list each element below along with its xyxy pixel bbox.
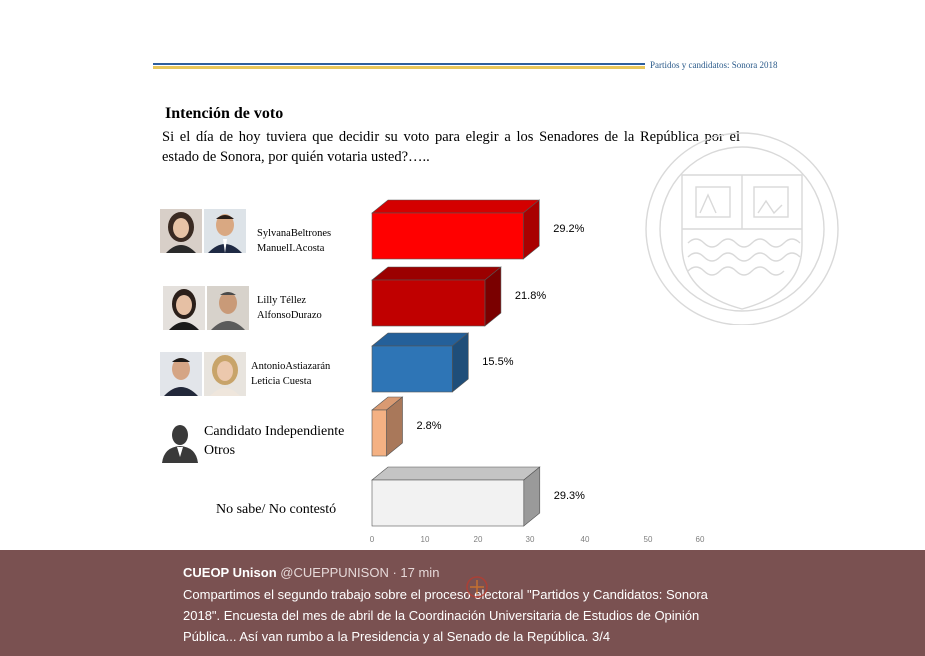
bar-value-label-4: 2.8% (417, 420, 442, 432)
bar-top-2 (371, 266, 502, 281)
tweet-time[interactable]: · 17 min (392, 565, 440, 580)
x-tick-label-0: 0 (370, 535, 375, 544)
bar-value-label-3: 15.5% (482, 356, 513, 368)
tweet-author[interactable]: CUEOP Unison (183, 565, 277, 580)
bar-3 (371, 345, 453, 393)
tweet-handle[interactable]: @CUEPPUNISON (280, 565, 389, 580)
bar-5 (371, 479, 525, 527)
header-title: Partidos y candidatos: Sonora 2018 (650, 60, 778, 70)
candidate-label-2: Lilly Téllez AlfonsoDurazo (257, 295, 322, 321)
photo-lilly-tellez (163, 286, 205, 330)
bar-top-3 (371, 332, 470, 347)
header-rule-gold (153, 66, 645, 69)
candidate-label-3: AntonioAstiazarán Leticia Cuesta (251, 361, 331, 387)
photo-manuel-acosta (204, 209, 246, 253)
x-tick-label-20: 20 (474, 535, 483, 544)
x-tick-label-50: 50 (644, 535, 653, 544)
header-rule-blue (153, 63, 645, 65)
bar-1 (371, 212, 524, 260)
photo-sylvana-beltrones (160, 209, 202, 253)
tweet-logo-icon (466, 576, 488, 598)
question-text: Si el día de hoy tuviera que decidir su … (162, 129, 740, 165)
x-tick-label-10: 10 (421, 535, 430, 544)
tweet-card[interactable]: CUEOP Unison @CUEPPUNISON · 17 min Compa… (0, 550, 925, 656)
photo-antonio-astiazaran (160, 352, 202, 396)
x-tick-label-40: 40 (581, 535, 590, 544)
bar-4 (371, 409, 387, 457)
vote-intention-chart: 29.2% 21.8% 15.5% 2.8% 29.3% 0 10 20 30 40 50 60 (370, 199, 705, 544)
photo-alfonso-durazo (207, 286, 249, 330)
bar-value-label-2: 21.8% (515, 290, 546, 302)
bar-value-label-1: 29.2% (553, 223, 584, 235)
bar-2 (371, 279, 486, 327)
tweet-header: CUEOP Unison @CUEPPUNISON · 17 min (183, 565, 439, 580)
tweet-text: Compartimos el segundo trabajo sobre el … (183, 587, 708, 644)
page-heading: Intención de voto (165, 105, 284, 122)
bar-top-1 (371, 199, 541, 214)
candidate-label-5: No sabe/ No contestó (216, 502, 337, 517)
x-tick-label-60: 60 (696, 535, 705, 544)
photo-leticia-cuesta (204, 352, 246, 396)
header-rule (153, 63, 645, 69)
bar-value-label-5: 29.3% (554, 490, 585, 502)
person-silhouette-icon (162, 425, 198, 463)
candidate-label-4: Candidato Independiente Otros (204, 424, 345, 458)
university-seal-watermark-icon (645, 132, 839, 325)
bar-top-5 (371, 466, 541, 481)
candidate-label-1: SylvanaBeltrones ManuelI.Acosta (257, 228, 332, 254)
x-tick-label-30: 30 (526, 535, 535, 544)
